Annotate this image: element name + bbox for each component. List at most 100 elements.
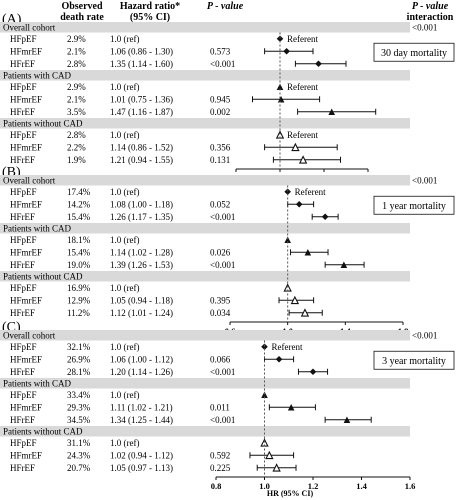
- column-headers: Observed death rate Hazard ratio* (95% C…: [60, 1, 454, 23]
- row-label: HFmrEF: [10, 142, 42, 152]
- header-p-value: P - value: [207, 1, 244, 12]
- hazard-ratio-text: 1.06 (0.86 - 1.30): [110, 46, 173, 56]
- death-rate: 2.8%: [67, 59, 86, 69]
- row-label: HFpEF: [10, 34, 37, 44]
- death-rate: 2.8%: [67, 130, 86, 140]
- hazard-ratio-text: 1.0 (ref): [110, 34, 139, 44]
- x-tick-label: 1.2: [308, 481, 319, 491]
- death-rate: 1.9%: [67, 155, 86, 165]
- p-value: 0.131: [210, 155, 230, 165]
- death-rate: 19.0%: [67, 260, 91, 270]
- header-p-interaction-line2: interaction: [407, 12, 454, 23]
- p-value: 0.356: [210, 142, 231, 152]
- group-band: [0, 271, 410, 282]
- group-label: Patients without CAD: [3, 118, 83, 128]
- row-label: HFrEF: [10, 155, 35, 165]
- hazard-ratio-text: 1.0 (ref): [110, 342, 139, 352]
- hazard-ratio-text: 1.47 (1.16 - 1.87): [110, 107, 173, 117]
- hazard-ratio-text: 1.0 (ref): [110, 235, 139, 245]
- referent-label: Referent: [287, 82, 318, 92]
- hazard-ratio-text: 1.26 (1.17 - 1.35): [110, 212, 173, 222]
- death-rate: 29.3%: [67, 402, 91, 412]
- point-marker: [276, 35, 284, 43]
- row-label: HFpEF: [10, 390, 37, 400]
- point-marker: [275, 355, 283, 363]
- row-label: HFmrEF: [10, 402, 42, 412]
- outcome-box: [373, 350, 455, 370]
- row-label: HFrEF: [10, 415, 35, 425]
- hazard-ratio-text: 1.0 (ref): [110, 390, 139, 400]
- hazard-ratio-text: 1.11 (1.02 - 1.21): [110, 402, 173, 412]
- outcome-box: [373, 42, 455, 62]
- point-marker: [298, 155, 308, 164]
- point-marker: [272, 463, 281, 472]
- point-marker: [321, 213, 329, 221]
- death-rate: 2.2%: [67, 142, 86, 152]
- death-rate: 17.4%: [67, 187, 91, 197]
- point-marker: [291, 142, 300, 152]
- row-label: HFpEF: [10, 235, 37, 245]
- outcome-label: 1 year mortality: [382, 201, 446, 212]
- death-rate: 20.7%: [67, 463, 91, 473]
- hazard-ratio-text: 1.14 (0.86 - 1.52): [110, 142, 173, 152]
- hazard-ratio-text: 1.02 (0.94 - 1.12): [110, 450, 173, 460]
- group-label: Overall cohort: [3, 175, 56, 185]
- header-hr-line1: Hazard ratio*: [120, 1, 180, 12]
- hazard-ratio-text: 1.0 (ref): [110, 130, 139, 140]
- death-rate: 2.1%: [67, 46, 86, 56]
- hazard-ratio-text: 1.39 (1.26 - 1.53): [110, 260, 173, 270]
- point-marker: [309, 368, 317, 376]
- group-band: [0, 175, 410, 186]
- hazard-ratio-text: 1.0 (ref): [110, 438, 139, 448]
- header-hr-line2: (95% CI): [130, 12, 170, 23]
- hazard-ratio-text: 1.35 (1.14 - 1.60): [110, 59, 173, 69]
- p-value: 0.225: [210, 463, 231, 473]
- outcome-label: 3 year mortality: [382, 356, 446, 367]
- hazard-ratio-text: 1.34 (1.25 - 1.44): [110, 415, 173, 425]
- hazard-ratio-text: 1.14 (1.02 - 1.28): [110, 247, 173, 257]
- p-value: 0.034: [210, 308, 231, 318]
- p-value: <0.001: [210, 59, 235, 69]
- group-label: Overall cohort: [3, 22, 56, 32]
- p-value: 0.066: [210, 354, 231, 364]
- hazard-ratio-text: 1.12 (1.01 - 1.24): [110, 308, 173, 318]
- row-label: HFrEF: [10, 212, 35, 222]
- hazard-ratio-text: 1.0 (ref): [110, 283, 139, 293]
- p-value: 0.592: [210, 450, 230, 460]
- row-label: HFmrEF: [10, 46, 42, 56]
- point-marker: [287, 403, 295, 411]
- hazard-ratio-text: 1.05 (0.94 - 1.18): [110, 295, 173, 305]
- row-label: HFmrEF: [10, 247, 42, 257]
- death-rate: 24.3%: [67, 450, 91, 460]
- header-rate-line2: death rate: [60, 12, 104, 23]
- point-marker: [265, 450, 274, 460]
- hazard-ratio-text: 1.0 (ref): [110, 82, 139, 92]
- row-label: HFmrEF: [10, 295, 42, 305]
- row-label: HFrEF: [10, 59, 35, 69]
- row-label: HFrEF: [10, 107, 35, 117]
- hazard-ratio-text: 1.20 (1.14 - 1.26): [110, 367, 173, 377]
- header-rate-line1: Observed: [61, 1, 103, 12]
- row-label: HFrEF: [10, 260, 35, 270]
- death-rate: 2.9%: [67, 82, 86, 92]
- outcome-label: 30 day mortality: [381, 48, 447, 59]
- group-label: Overall cohort: [3, 330, 56, 340]
- row-label: HFpEF: [10, 82, 37, 92]
- death-rate: 33.4%: [67, 390, 91, 400]
- point-marker: [340, 261, 348, 269]
- point-marker: [315, 60, 322, 68]
- row-label: HFmrEF: [10, 450, 42, 460]
- row-label: HFpEF: [10, 130, 37, 140]
- p-value: 0.395: [210, 295, 231, 305]
- p-value: 0.052: [210, 199, 230, 209]
- death-rate: 28.1%: [67, 367, 91, 377]
- death-rate: 16.9%: [67, 283, 91, 293]
- group-band: [0, 330, 410, 341]
- referent-label: Referent: [287, 130, 318, 140]
- hazard-ratio-text: 1.01 (0.75 - 1.36): [110, 94, 173, 104]
- x-tick-label: 1.4: [356, 481, 367, 491]
- x-tick-label: 1.6: [405, 481, 416, 491]
